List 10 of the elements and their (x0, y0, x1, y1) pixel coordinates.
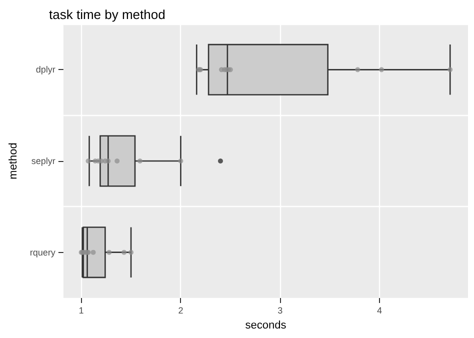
y-tick-label: seplyr (31, 156, 56, 166)
y-tick-label: dplyr (36, 64, 56, 75)
y-axis-title: method (8, 142, 20, 180)
x-axis-title: seconds (245, 320, 287, 332)
x-tick-label: 3 (278, 306, 283, 316)
chart-title: task time by method (49, 7, 166, 22)
y-tick-label: rquery (30, 247, 56, 258)
x-tick-label: 4 (377, 306, 382, 316)
x-tick-label: 2 (178, 306, 184, 316)
x-tick-label: 1 (78, 306, 84, 316)
